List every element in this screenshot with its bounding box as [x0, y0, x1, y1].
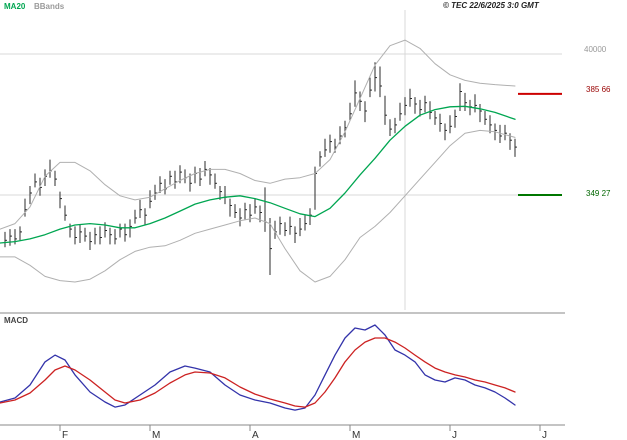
macd-panel-label: MACD	[4, 316, 28, 325]
ma20-line	[0, 105, 516, 244]
bollinger-upper-band-line	[0, 39, 516, 230]
macd-signal-line	[0, 337, 516, 408]
support-price-label: 349 27	[586, 189, 611, 198]
copyright-text: © TEC 22/6/2025 3:0 GMT	[443, 1, 539, 10]
x-axis-label: M	[352, 430, 360, 440]
bollinger-lower-band-line	[0, 129, 516, 283]
x-axis-label: A	[252, 430, 259, 440]
y-axis-top-price-label: 40000	[584, 45, 607, 54]
x-axis-label: J	[452, 430, 457, 440]
macd-line	[0, 324, 516, 411]
legend-ma20: MA20	[4, 2, 26, 11]
legend-bbands: BBands	[34, 2, 65, 11]
resistance-price-label: 385 66	[586, 85, 611, 94]
x-axis-label: M	[152, 430, 160, 440]
x-axis-label: J	[542, 430, 547, 440]
x-axis-label: F	[62, 430, 68, 440]
